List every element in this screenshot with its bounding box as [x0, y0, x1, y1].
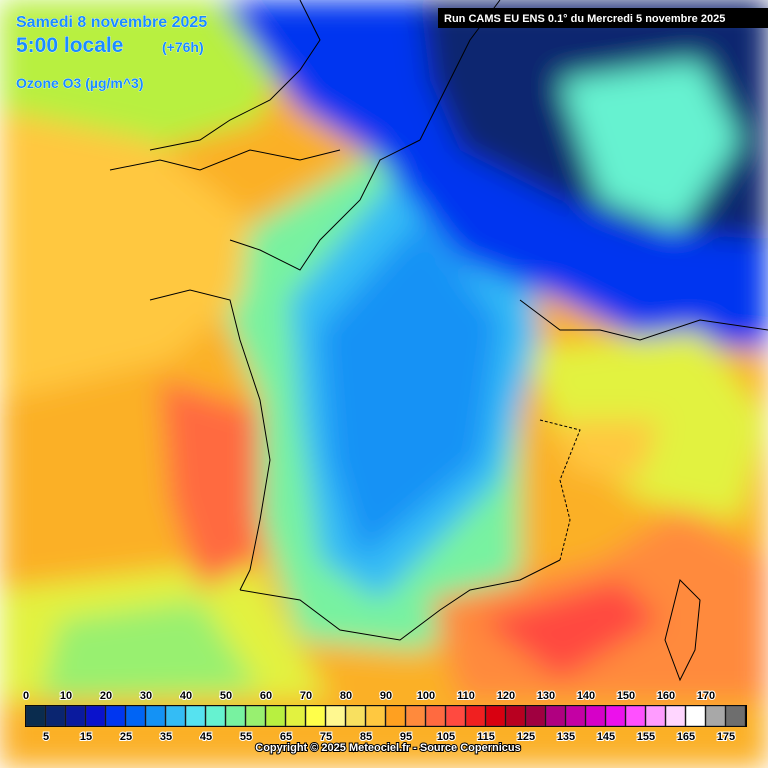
legend-swatch: [685, 705, 706, 727]
lead-time: (+76h): [162, 39, 204, 55]
legend-label: 45: [200, 731, 212, 743]
legend-label: 70: [300, 690, 312, 702]
legend-label: 110: [457, 690, 475, 702]
legend-label: 125: [517, 731, 535, 743]
legend-swatch: [125, 705, 146, 727]
legend-swatch: [105, 705, 126, 727]
legend-swatch: [665, 705, 686, 727]
legend-swatch: [625, 705, 646, 727]
run-info: Run CAMS EU ENS 0.1° du Mercredi 5 novem…: [444, 13, 725, 25]
legend-label: 50: [220, 690, 232, 702]
legend-label: 140: [577, 690, 595, 702]
legend-swatch: [485, 705, 506, 727]
legend-swatch: [545, 705, 566, 727]
legend-swatch: [145, 705, 166, 727]
legend-swatch: [525, 705, 546, 727]
legend-swatch: [705, 705, 726, 727]
legend-label: 130: [537, 690, 555, 702]
legend-label: 160: [657, 690, 675, 702]
forecast-date: Samedi 8 novembre 2025: [16, 14, 207, 31]
legend-label: 15: [80, 731, 92, 743]
legend-swatch: [305, 705, 326, 727]
legend-swatch: [605, 705, 626, 727]
legend-label: 165: [677, 731, 695, 743]
legend-swatch: [345, 705, 366, 727]
legend-label: 170: [697, 690, 715, 702]
legend-swatch: [505, 705, 526, 727]
header: Samedi 8 novembre 2025 5:00 locale (+76h…: [16, 8, 768, 91]
legend-swatch: [245, 705, 266, 727]
legend-label: 120: [497, 690, 515, 702]
legend-label: 35: [160, 731, 172, 743]
legend-label: 5: [43, 731, 49, 743]
legend-label: 25: [120, 731, 132, 743]
legend-label: 175: [717, 731, 735, 743]
legend-swatch: [85, 705, 106, 727]
legend-swatch: [25, 705, 46, 727]
legend-label: 155: [637, 731, 655, 743]
copyright: Copyright © 2025 Meteociel.fr - Source C…: [255, 742, 520, 754]
run-box: [438, 8, 768, 28]
legend-swatch: [65, 705, 86, 727]
legend-swatch: [645, 705, 666, 727]
legend-swatch: [185, 705, 206, 727]
legend-swatch: [45, 705, 66, 727]
field-name: Ozone O3 (µg/m^3): [16, 75, 143, 91]
legend-swatch: [325, 705, 346, 727]
legend-swatch: [405, 705, 426, 727]
legend-swatch: [205, 705, 226, 727]
legend-label: 145: [597, 731, 615, 743]
legend-swatch: [585, 705, 606, 727]
legend-label: 30: [140, 690, 152, 702]
legend-swatch: [265, 705, 286, 727]
legend-label: 115: [477, 731, 495, 743]
legend-swatch: [465, 705, 486, 727]
legend-label: 40: [180, 690, 192, 702]
legend-swatch: [365, 705, 386, 727]
legend-label: 0: [23, 690, 29, 702]
legend-swatch: [425, 705, 446, 727]
legend-label: 90: [380, 690, 392, 702]
legend-swatch: [565, 705, 586, 727]
legend-swatch: [725, 705, 746, 727]
legend-swatch: [285, 705, 306, 727]
legend-label: 150: [617, 690, 635, 702]
legend-label: 105: [437, 731, 455, 743]
legend-label: 100: [417, 690, 435, 702]
legend-label: 95: [400, 731, 412, 743]
legend-label: 55: [240, 731, 252, 743]
forecast-time: 5:00 locale: [16, 34, 123, 57]
legend-label: 135: [557, 731, 575, 743]
legend-label: 60: [260, 690, 272, 702]
legend-label: 65: [280, 731, 292, 743]
legend-swatch: [385, 705, 406, 727]
legend-label: 85: [360, 731, 372, 743]
legend-swatch: [165, 705, 186, 727]
legend-swatch: [225, 705, 246, 727]
legend-label: 10: [60, 690, 72, 702]
legend-label: 80: [340, 690, 352, 702]
legend-swatch: [445, 705, 466, 727]
legend: 0 10 20 30 40 50 60 70 80 90 100 110 120 130 140 150 160…: [22, 689, 747, 744]
legend-label: 20: [100, 690, 112, 702]
legend-label: 75: [320, 731, 332, 743]
